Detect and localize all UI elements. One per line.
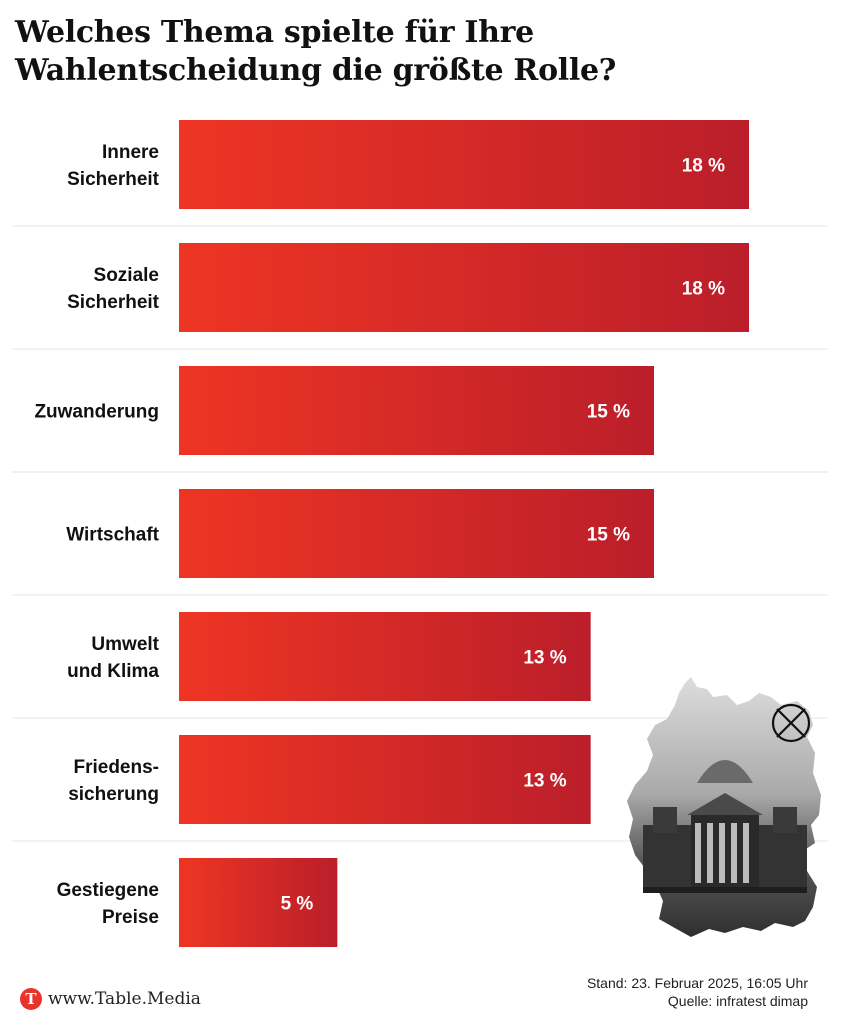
table-media-logo-icon: T	[20, 988, 42, 1010]
bar-value-label: 5 %	[281, 894, 314, 915]
source-note: Quelle: infratest dimap	[667, 993, 808, 1009]
category-label: und Klima	[67, 661, 159, 682]
category-label: Zuwanderung	[34, 402, 159, 423]
site-url[interactable]: www.Table.Media	[48, 989, 201, 1009]
stand-timestamp: Stand: 23. Februar 2025, 16:05 Uhr	[586, 975, 808, 991]
category-label: Gestiegene	[57, 880, 159, 901]
bars-group: 18 % Innere Sicherheit 18 % Soziale Sicherhei…	[12, 120, 828, 947]
bar-value-label: 15 %	[587, 402, 630, 423]
ballot-cross-icon	[771, 703, 811, 743]
category-label: Preise	[102, 907, 159, 928]
bar	[179, 489, 654, 578]
bar	[179, 735, 591, 824]
germany-map-reichstag-illustration	[627, 677, 821, 937]
bar	[179, 612, 591, 701]
category-label: Sicherheit	[67, 292, 160, 313]
bar	[179, 243, 749, 332]
bar-value-label: 18 %	[682, 156, 725, 177]
category-label: Sicherheit	[67, 169, 160, 190]
category-label: sicherung	[68, 784, 159, 805]
category-label: Friedens-	[73, 757, 159, 778]
bar	[179, 366, 654, 455]
category-label: Soziale	[94, 265, 159, 286]
bar	[179, 120, 749, 209]
brand-footer: T www.Table.Media	[20, 988, 201, 1010]
category-label: Umwelt	[91, 634, 159, 655]
chart-title: Welches Thema spielte für Ihre Wahlentsc…	[15, 15, 617, 88]
bar	[179, 858, 338, 947]
bar-value-label: 15 %	[587, 525, 630, 546]
bar-chart: 18 % Innere Sicherheit 18 % Soziale Sicherhei…	[12, 120, 828, 947]
bar-value-label: 13 %	[523, 771, 566, 792]
bar-value-label: 18 %	[682, 279, 725, 300]
reichstag-building	[643, 760, 807, 893]
category-label: Innere	[102, 142, 159, 163]
source-footer: Stand: 23. Februar 2025, 16:05 Uhr Quell…	[587, 974, 808, 1010]
category-label: Wirtschaft	[66, 525, 159, 546]
bar-value-label: 13 %	[523, 648, 566, 669]
